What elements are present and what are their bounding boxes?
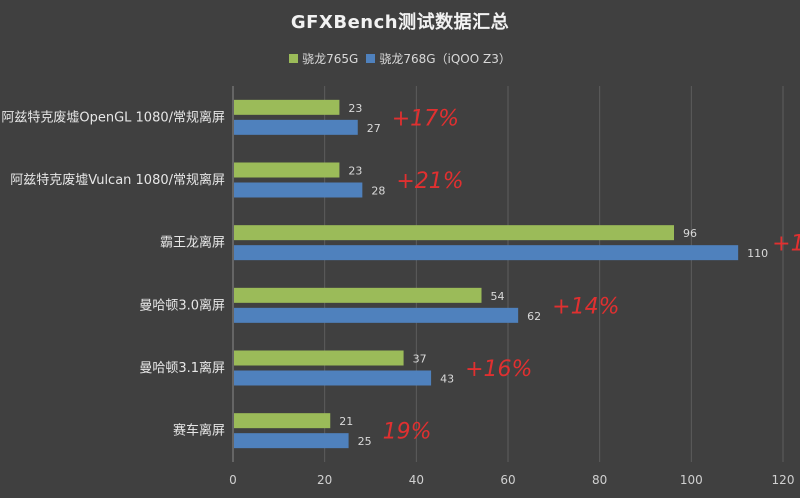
bar-series-1	[234, 350, 404, 366]
chart-title: GFXBench测试数据汇总	[290, 12, 510, 33]
bar-series-2	[234, 182, 363, 198]
category-label: 曼哈顿3.1离屏	[139, 360, 225, 376]
category-label: 阿兹特克废墟Vulcan 1080/常规离屏	[10, 172, 225, 188]
percent-increase-annotation: +16%	[465, 357, 532, 382]
x-tick-label: 80	[592, 473, 607, 487]
bar-series-1	[234, 413, 331, 429]
bar-series-2	[234, 370, 432, 386]
data-label-series-2: 27	[367, 122, 381, 135]
legend-swatch-series-1	[289, 54, 299, 63]
bar-series-1	[234, 162, 340, 178]
data-label-series-2: 110	[747, 247, 768, 260]
category-label: 霸王龙离屏	[160, 235, 225, 251]
bar-series-1	[234, 287, 482, 303]
category-label: 赛车离屏	[173, 423, 225, 439]
data-label-series-1: 37	[413, 353, 427, 366]
bar-series-2	[234, 307, 519, 323]
percent-increase-annotation: +17%	[392, 106, 459, 131]
legend-item-series-1: 骁龙765G	[289, 50, 358, 67]
percent-increase-annotation: 19%	[383, 420, 432, 445]
legend-item-series-2: 骁龙768G（iQOO Z3）	[366, 50, 511, 67]
data-label-series-1: 23	[348, 102, 362, 115]
bar-series-2	[234, 119, 358, 135]
percent-increase-annotation: +21%	[396, 169, 463, 194]
data-label-series-2: 28	[371, 185, 385, 198]
x-tick-label: 40	[409, 473, 424, 487]
x-tick-label: 100	[680, 473, 703, 487]
legend-label-series-2: 骁龙768G（iQOO Z3）	[379, 52, 511, 66]
percent-increase-annotation: +14%	[552, 294, 619, 319]
x-tick-label: 60	[500, 473, 515, 487]
data-label-series-1: 23	[348, 165, 362, 178]
data-label-series-1: 96	[683, 227, 697, 240]
bar-series-1	[234, 99, 340, 115]
category-label: 阿兹特克废墟OpenGL 1080/常规离屏	[1, 109, 225, 125]
x-tick-label: 20	[317, 473, 332, 487]
legend-swatch-series-2	[366, 54, 376, 63]
bar-series-2	[234, 433, 349, 449]
bar-series-2	[234, 245, 739, 261]
percent-increase-annotation: +14%	[772, 232, 800, 257]
x-tick-label: 0	[229, 473, 237, 487]
data-label-series-1: 21	[339, 415, 353, 428]
data-label-series-2: 43	[440, 373, 454, 386]
category-label: 曼哈顿3.0离屏	[139, 297, 225, 313]
data-label-series-2: 62	[527, 310, 541, 323]
bar-series-1	[234, 225, 674, 241]
legend-label-series-1: 骁龙765G	[302, 52, 359, 66]
legend: 骁龙765G 骁龙768G（iQOO Z3）	[0, 50, 800, 67]
x-tick-label: 120	[772, 473, 795, 487]
data-label-series-2: 25	[358, 435, 372, 448]
data-label-series-1: 54	[491, 290, 505, 303]
